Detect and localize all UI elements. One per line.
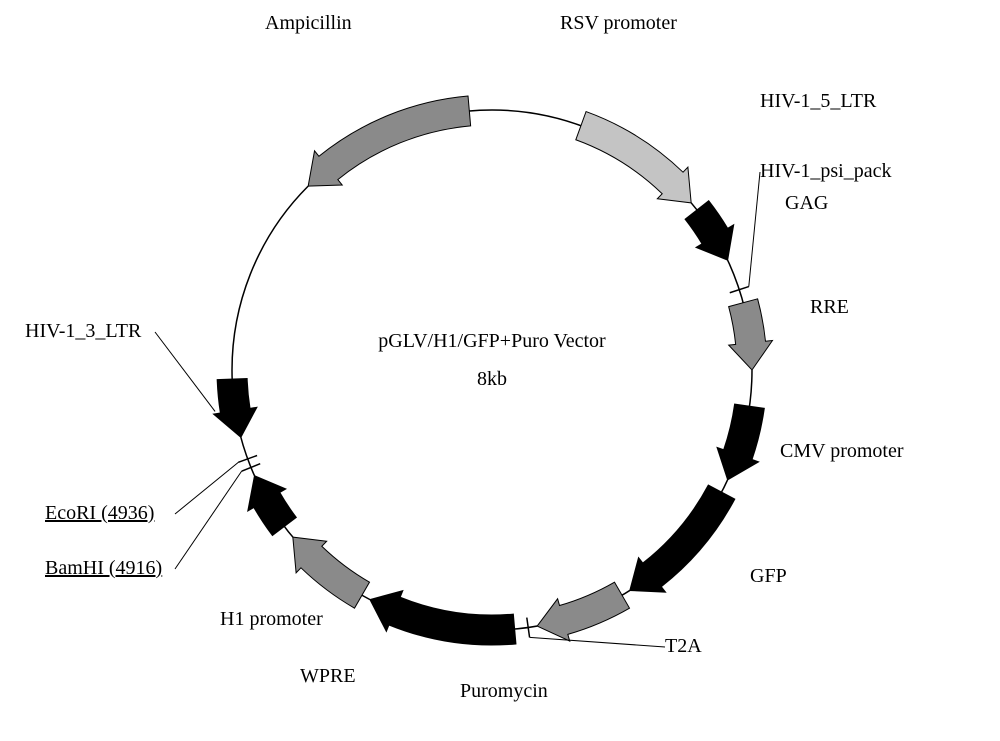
label-Puromycin: Puromycin bbox=[460, 680, 548, 703]
label-EcoRI: EcoRI (4936) bbox=[45, 502, 154, 525]
feature-RRE bbox=[717, 404, 764, 480]
feature-RSV promoter bbox=[576, 112, 691, 203]
feature-H1 promoter bbox=[248, 476, 297, 536]
label-T2A: T2A bbox=[665, 635, 702, 658]
leader-T2A bbox=[530, 637, 665, 647]
feature-WPRE bbox=[293, 537, 370, 608]
site-EcoRI bbox=[238, 456, 257, 463]
label-WPRE: WPRE bbox=[300, 665, 356, 688]
vector-title: pGLV/H1/GFP+Puro Vector bbox=[372, 330, 612, 353]
leader-HIV-1_psi_pack bbox=[749, 172, 760, 287]
feature-Puromycin bbox=[370, 591, 516, 645]
feature-CMV promoter bbox=[630, 485, 735, 592]
label-RRE: RRE bbox=[810, 296, 849, 319]
label-HIV-1_5_LTR: HIV-1_5_LTR bbox=[760, 90, 876, 113]
label-GFP: GFP bbox=[750, 565, 787, 588]
label-H1 promoter: H1 promoter bbox=[220, 608, 323, 631]
label-RSV promoter: RSV promoter bbox=[560, 12, 677, 35]
feature-GFP bbox=[537, 582, 629, 641]
feature-Ampicillin bbox=[308, 96, 470, 186]
label-HIV-1_psi_pack: HIV-1_psi_pack bbox=[760, 160, 891, 183]
label-HIV-1_3_LTR: HIV-1_3_LTR bbox=[25, 320, 141, 343]
label-Ampicillin: Ampicillin bbox=[265, 12, 352, 35]
site-BamHI bbox=[242, 464, 261, 471]
label-BamHI: BamHI (4916) bbox=[45, 557, 162, 580]
leader-HIV-1_3_LTR bbox=[155, 332, 215, 411]
label-GAG: GAG bbox=[785, 192, 828, 215]
leader-EcoRI bbox=[175, 462, 238, 514]
vector-size: 8kb bbox=[372, 368, 612, 391]
feature-HIV-1_3_LTR bbox=[213, 379, 256, 438]
leader-BamHI bbox=[175, 471, 242, 569]
label-CMV promoter: CMV promoter bbox=[780, 440, 904, 463]
feature-GAG bbox=[729, 299, 773, 370]
feature-HIV-1_5_LTR bbox=[685, 201, 734, 260]
